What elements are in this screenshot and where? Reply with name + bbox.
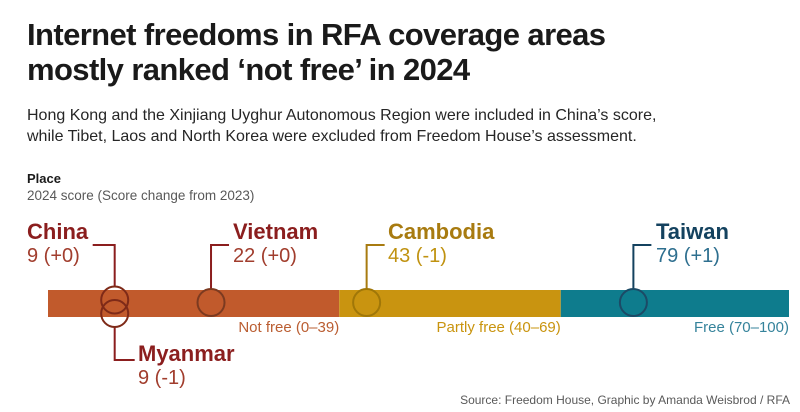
key-place-label: Place: [27, 171, 61, 186]
connector-china: [92, 244, 116, 287]
score-marker-taiwan: [618, 288, 648, 317]
place-score: 79 (+1): [656, 245, 720, 267]
connector-taiwan: [632, 244, 652, 289]
title-line-2: mostly ranked ‘not free’ in 2024: [27, 52, 470, 87]
place-label-china: China 9 (+0): [27, 219, 88, 269]
score-marker-cambodia: [352, 288, 382, 317]
segment-label-0: Not free (0–39): [238, 319, 339, 336]
subtitle-line-1: Hong Kong and the Xinjiang Uyghur Autono…: [27, 107, 657, 124]
score-marker-china: [100, 285, 130, 315]
place-name: Cambodia: [388, 219, 495, 244]
source-credit: Source: Freedom House, Graphic by Amanda…: [460, 393, 790, 407]
score-marker-myanmar: [100, 299, 130, 328]
subtitle-line-2: while Tibet, Laos and North Korea were e…: [27, 128, 637, 145]
place-name: China: [27, 219, 89, 244]
score-marker-vietnam: [196, 288, 226, 317]
key-score-label: 2024 score (Score change from 2023): [27, 188, 255, 203]
place-score: 43 (-1): [388, 245, 447, 267]
segment-free-band: [560, 290, 789, 317]
chart-key: Place 2024 score (Score change from 2023…: [27, 171, 254, 204]
place-label-cambodia: Cambodia 43 (-1): [388, 219, 494, 269]
page-title: Internet freedoms in RFA coverage areas …: [27, 17, 606, 87]
place-score: 9 (+0): [27, 245, 80, 267]
place-label-vietnam: Vietnam 22 (+0): [233, 219, 318, 269]
segment-not-band: [48, 290, 340, 317]
segment-partly-band: [339, 290, 561, 317]
connector-myanmar: [113, 327, 135, 361]
place-name: Taiwan: [656, 219, 729, 244]
connector-vietnam: [210, 244, 230, 289]
place-score: 22 (+0): [233, 245, 297, 267]
segment-label-1: Partly free (40–69): [437, 319, 561, 336]
place-label-taiwan: Taiwan 79 (+1): [656, 219, 729, 269]
title-line-1: Internet freedoms in RFA coverage areas: [27, 17, 606, 52]
subtitle: Hong Kong and the Xinjiang Uyghur Autono…: [27, 105, 656, 147]
connector-cambodia: [365, 244, 385, 289]
place-name: Vietnam: [233, 219, 319, 244]
place-name: Myanmar: [138, 341, 235, 366]
place-label-myanmar: Myanmar 9 (-1): [138, 341, 235, 391]
segment-label-2: Free (70–100): [694, 319, 789, 336]
place-score: 9 (-1): [138, 367, 186, 389]
